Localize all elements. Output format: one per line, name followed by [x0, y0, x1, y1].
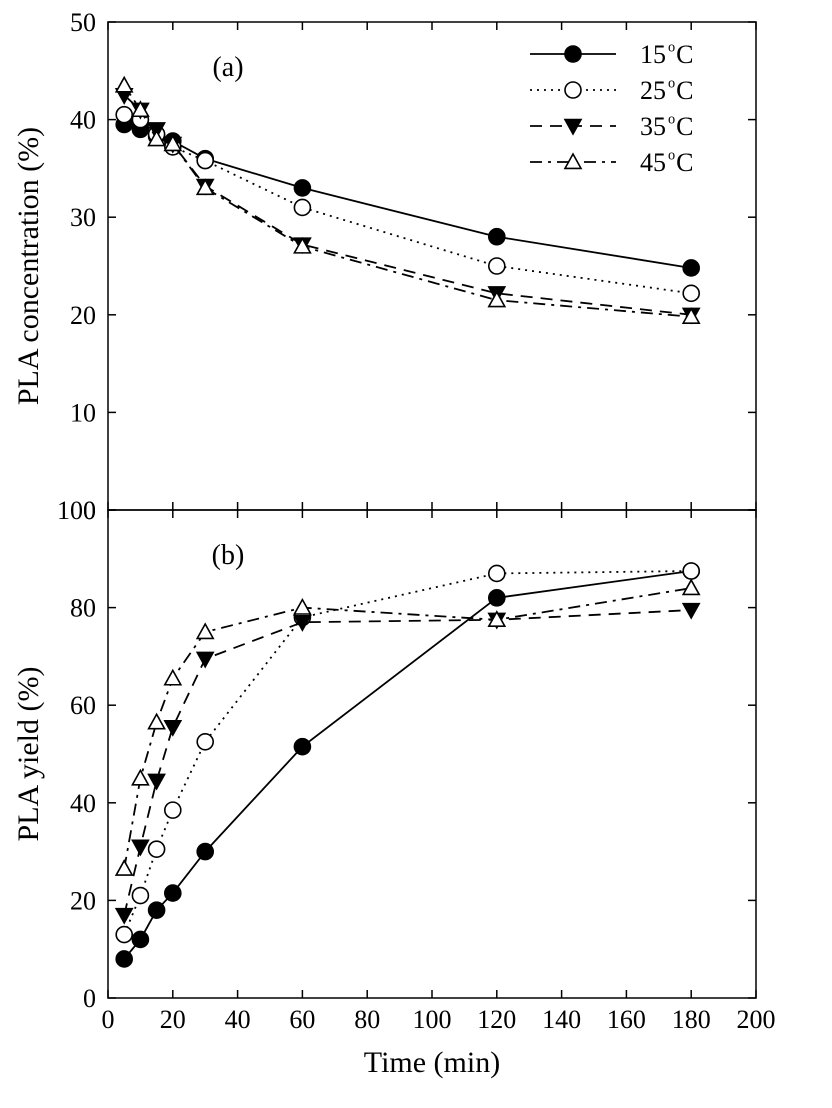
legend-label-t15: 15oC [640, 39, 694, 69]
legend-label-t45: 45oC [640, 147, 694, 177]
svg-text:10: 10 [70, 398, 96, 427]
series-line-t15 [124, 571, 691, 959]
panel-label-panel_a: (a) [212, 52, 243, 83]
svg-text:30: 30 [70, 203, 96, 232]
svg-text:80: 80 [70, 594, 96, 623]
panel-panel_b: 0 20 40 60 80 100 120 140 160 180 200 0 20 40 60 80 100 P… [12, 496, 776, 1034]
svg-text:20: 20 [160, 1005, 186, 1034]
legend-label-t25: 25oC [640, 75, 694, 105]
svg-text:40: 40 [225, 1005, 251, 1034]
legend: 15oC 25oC 35oC 45oC [530, 39, 694, 177]
svg-text:60: 60 [70, 691, 96, 720]
svg-text:120: 120 [477, 1005, 516, 1034]
svg-text:40: 40 [70, 789, 96, 818]
series-line-t45 [124, 85, 691, 316]
svg-text:140: 140 [542, 1005, 581, 1034]
svg-text:0: 0 [83, 984, 96, 1013]
series-line-t35 [124, 95, 691, 315]
y-axis-title-panel_a: PLA concentration (%) [12, 127, 45, 405]
figure: 0 10 20 30 40 50 PLA concentration (%) (a) 0 20 40… [0, 0, 832, 1108]
svg-text:100: 100 [57, 496, 96, 525]
series-line-t25 [124, 571, 691, 935]
y-axis-title-panel_b: PLA yield (%) [12, 667, 45, 842]
svg-text:20: 20 [70, 301, 96, 330]
svg-text:160: 160 [607, 1005, 646, 1034]
svg-text:100: 100 [413, 1005, 452, 1034]
svg-text:0: 0 [102, 1005, 115, 1034]
series-line-t25 [124, 115, 691, 294]
svg-text:80: 80 [354, 1005, 380, 1034]
svg-text:200: 200 [737, 1005, 776, 1034]
svg-text:180: 180 [672, 1005, 711, 1034]
svg-text:60: 60 [289, 1005, 315, 1034]
svg-text:50: 50 [70, 8, 96, 37]
x-axis-title: Time (min) [364, 1046, 500, 1079]
svg-text:40: 40 [70, 106, 96, 135]
legend-label-t35: 35oC [640, 111, 694, 141]
svg-text:20: 20 [70, 886, 96, 915]
panel-label-panel_b: (b) [212, 540, 245, 571]
series-line-t15 [124, 124, 691, 267]
